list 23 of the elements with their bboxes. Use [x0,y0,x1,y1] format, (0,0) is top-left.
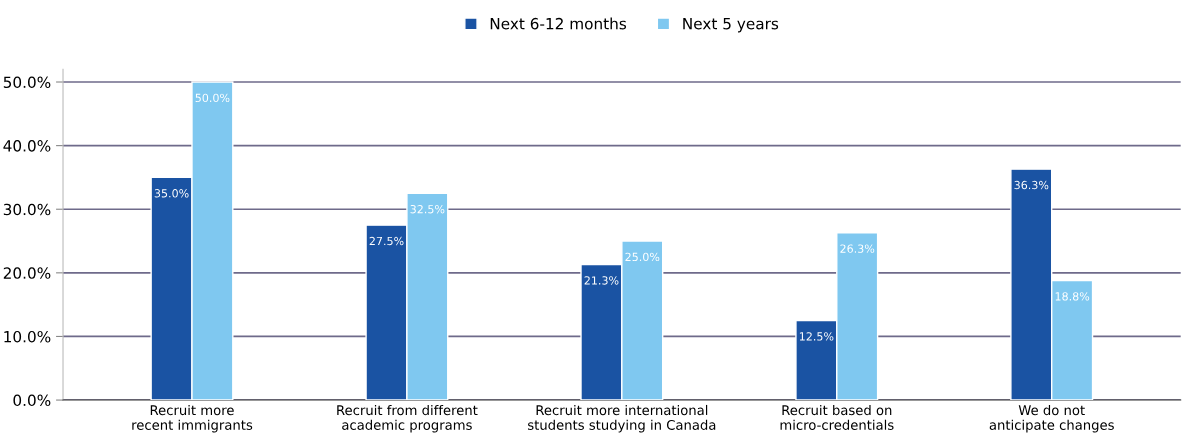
data-label: 25.0% [625,252,660,262]
data-label: 26.3% [840,244,875,253]
data-label: 36.3% [1014,180,1049,190]
legend-label: Next 5 years [683,18,779,33]
y-tick-label: 50.0% [3,76,51,89]
y-tick-label: 20.0% [3,267,51,279]
x-tick-label: We do not anticipate changes [989,404,1114,433]
y-tick-label: 0.0% [13,394,51,407]
data-label: 27.5% [369,236,404,246]
x-tick-label: Recruit based on micro-credentials [780,404,894,430]
x-tick-label: Recruit more recent immigrants [132,404,253,433]
y-tick-label: 10.0% [4,330,51,343]
data-label: 35.0% [154,189,189,198]
data-label: 50.0% [195,93,230,103]
y-tick-label: 40.0% [3,140,51,152]
data-label: 21.3% [584,276,619,285]
data-label: 12.5% [799,332,834,341]
x-tick-label: Recruit more international students studying in Canada [528,404,716,433]
legend-label: Next 6-12 months [490,17,627,30]
y-tick-label: 30.0% [3,203,51,216]
x-tick-label: Recruit from different academic programs [337,404,478,433]
data-label: 32.5% [410,204,445,214]
data-label: 18.8% [1055,292,1090,301]
